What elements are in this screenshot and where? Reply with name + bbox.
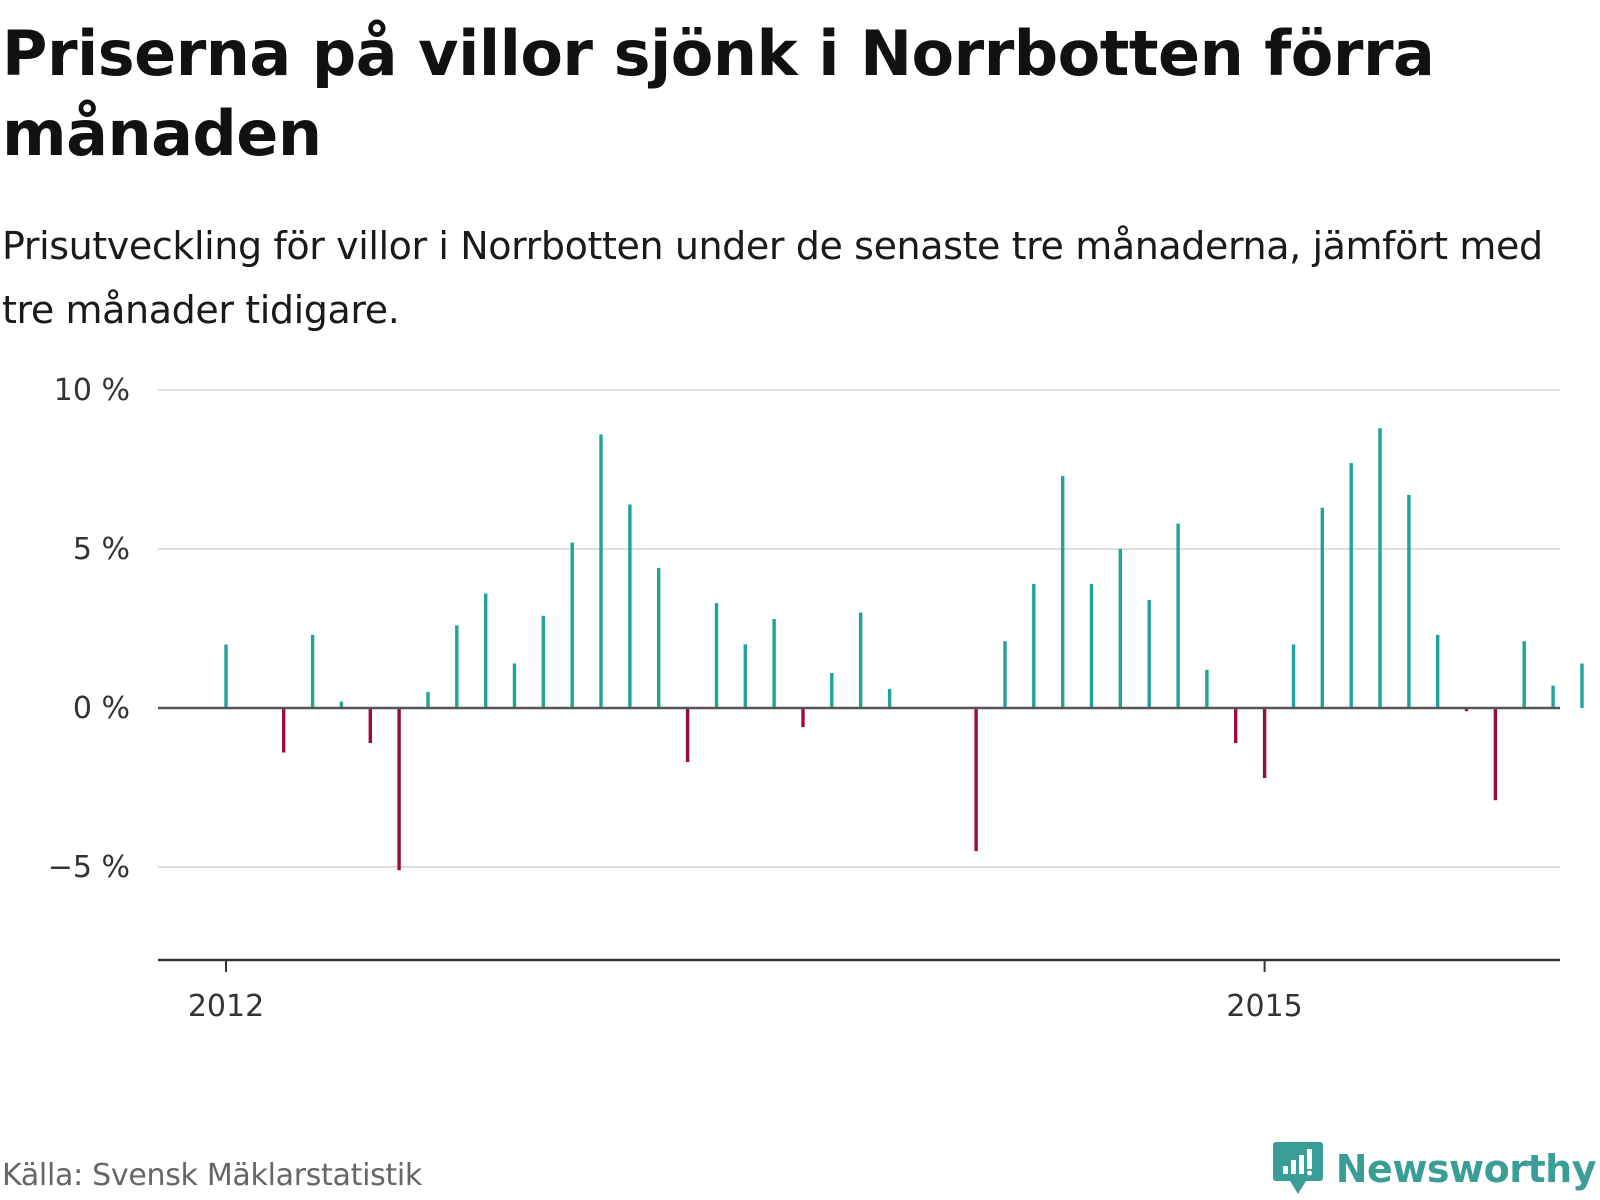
bar bbox=[1061, 475, 1065, 708]
gridlines bbox=[158, 389, 1560, 868]
bar bbox=[628, 504, 632, 708]
bar bbox=[772, 619, 776, 708]
bar bbox=[801, 708, 805, 728]
bar bbox=[1464, 708, 1469, 712]
bar bbox=[599, 434, 603, 708]
bar-chart: 10 %5 %0 %−5 %20122015201820212023−4 % bbox=[48, 373, 1584, 1024]
bar bbox=[830, 673, 834, 708]
bar bbox=[1205, 669, 1209, 708]
bar bbox=[455, 625, 459, 708]
bars bbox=[224, 428, 1584, 871]
bar bbox=[484, 593, 488, 708]
labels: 10 %5 %0 %−5 %20122015201820212023−4 % bbox=[48, 373, 1303, 1024]
bar bbox=[974, 708, 978, 852]
bar bbox=[1378, 428, 1382, 708]
bar bbox=[1032, 584, 1036, 708]
bar bbox=[1407, 494, 1411, 708]
y-tick-label: −5 % bbox=[48, 850, 130, 885]
y-tick-label: 10 % bbox=[54, 373, 130, 408]
chart-title: Priserna på villor sjönk i Norrbotten fö… bbox=[2, 17, 1435, 170]
bar bbox=[1089, 584, 1094, 708]
x-tick-label: 2015 bbox=[1226, 989, 1302, 1024]
brand-name: Newsworthy bbox=[1335, 1147, 1597, 1191]
bar bbox=[1522, 641, 1526, 708]
bar bbox=[282, 708, 286, 753]
bar bbox=[685, 708, 690, 763]
y-tick-label: 0 % bbox=[73, 691, 130, 726]
bar bbox=[224, 644, 228, 708]
axes bbox=[158, 706, 1560, 972]
bar bbox=[1580, 663, 1584, 708]
newsworthy-logo-icon bbox=[1272, 1142, 1323, 1194]
bar bbox=[541, 615, 545, 708]
bar bbox=[1147, 599, 1151, 708]
bar bbox=[512, 663, 517, 708]
x-tick-label: 2012 bbox=[188, 989, 264, 1024]
bar bbox=[310, 634, 315, 708]
bar bbox=[743, 644, 747, 708]
bar bbox=[1436, 634, 1440, 708]
bar bbox=[1291, 644, 1296, 708]
bar bbox=[1118, 549, 1122, 708]
bar bbox=[570, 542, 574, 708]
chart-subtitle: Prisutveckling för villor i Norrbotten u… bbox=[2, 224, 1543, 332]
bar bbox=[1176, 523, 1180, 708]
brand-logo: Newsworthy bbox=[1272, 1140, 1597, 1198]
bar bbox=[1551, 685, 1555, 708]
bar bbox=[859, 612, 863, 708]
bar bbox=[368, 708, 372, 743]
bar bbox=[1234, 708, 1238, 743]
bar bbox=[657, 568, 661, 708]
bar bbox=[1493, 708, 1498, 801]
source-note: Källa: Svensk Mäklarstatistik bbox=[2, 1158, 423, 1193]
y-tick-label: 5 % bbox=[73, 532, 130, 567]
bar bbox=[887, 688, 892, 708]
bar bbox=[714, 603, 719, 708]
bar bbox=[1320, 507, 1324, 708]
bar bbox=[1349, 463, 1353, 708]
bar bbox=[397, 708, 401, 871]
bar bbox=[1262, 708, 1267, 778]
bar bbox=[339, 701, 344, 708]
bar bbox=[426, 692, 430, 708]
bar bbox=[1003, 641, 1007, 708]
